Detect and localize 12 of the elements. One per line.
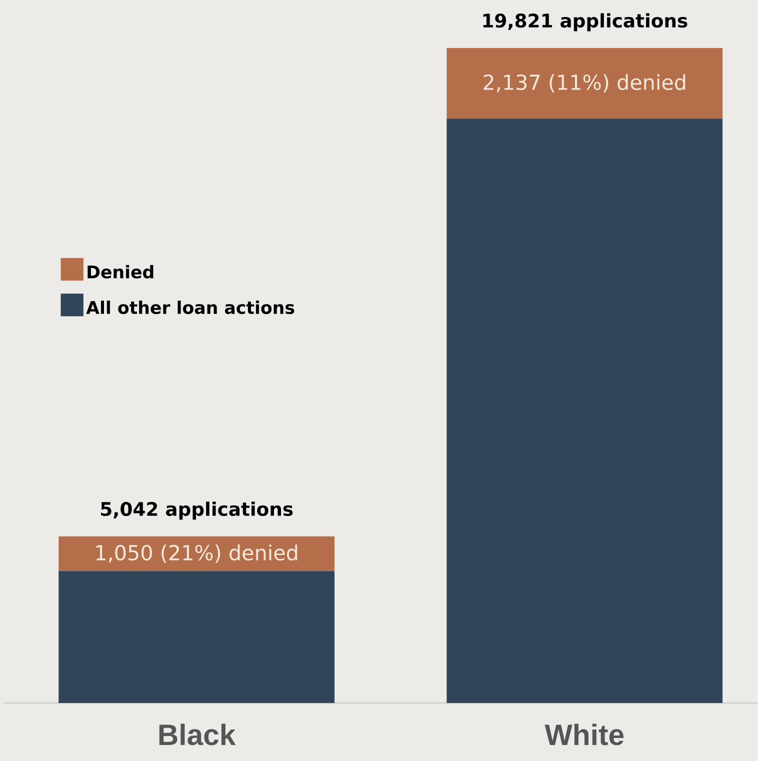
legend-label: Denied xyxy=(88,265,154,278)
total-label: 19,821 applications xyxy=(483,13,688,32)
x-tick-label: Black xyxy=(160,724,236,746)
bar xyxy=(58,536,335,572)
x-tick-label: White xyxy=(544,724,624,746)
bar xyxy=(58,571,335,703)
data-label: 1,050 (21%) denied xyxy=(96,544,298,563)
data-label: 2,137 (11%) denied xyxy=(484,74,686,93)
total-label: 5,042 applications xyxy=(101,502,293,520)
legend-label: All other loan actions xyxy=(86,300,294,314)
bar xyxy=(446,48,723,119)
bar xyxy=(446,118,723,703)
